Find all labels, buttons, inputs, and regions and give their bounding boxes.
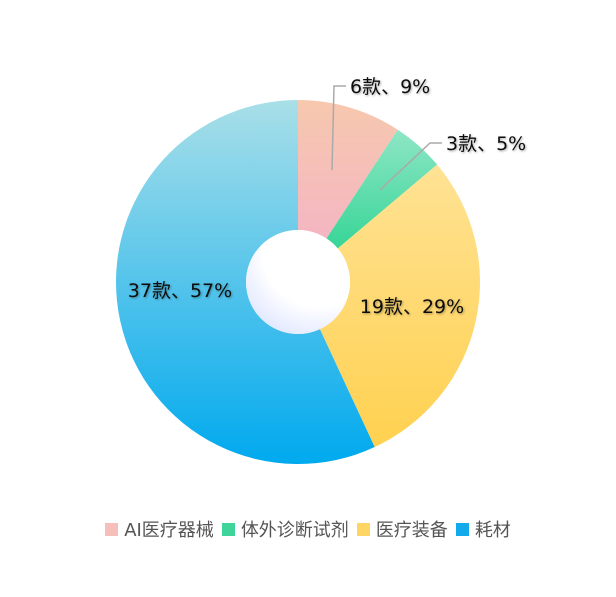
legend-swatch: [221, 522, 235, 536]
data-label-1: 3款、5%: [446, 133, 526, 155]
data-label-2: 19款、29%: [360, 296, 464, 318]
legend-swatch: [455, 522, 469, 536]
legend-item[interactable]: AI医疗器械: [105, 516, 214, 542]
legend-label: 体外诊断试剂: [240, 520, 349, 541]
legend-item[interactable]: 医疗装备: [356, 516, 448, 542]
legend-swatch: [356, 522, 370, 536]
slice-3[interactable]: [116, 100, 375, 464]
donut-hole: [246, 230, 350, 334]
leader-line-0: [331, 85, 346, 171]
legend-swatch: [105, 522, 119, 536]
legend-item[interactable]: 耗材: [455, 516, 511, 542]
legend-item[interactable]: 体外诊断试剂: [221, 516, 349, 542]
data-label-0: 6款、9%: [350, 76, 430, 98]
leader-line-1: [379, 142, 442, 191]
slice-0[interactable]: [298, 100, 398, 239]
legend-label: 医疗装备: [375, 520, 448, 541]
legend: AI医疗器械 体外诊断试剂 医疗装备 耗材: [0, 516, 616, 542]
data-label-3: 37款、57%: [128, 280, 232, 302]
legend-label: AI医疗器械: [124, 520, 214, 541]
slice-2[interactable]: [319, 164, 481, 448]
legend-label: 耗材: [474, 520, 511, 541]
